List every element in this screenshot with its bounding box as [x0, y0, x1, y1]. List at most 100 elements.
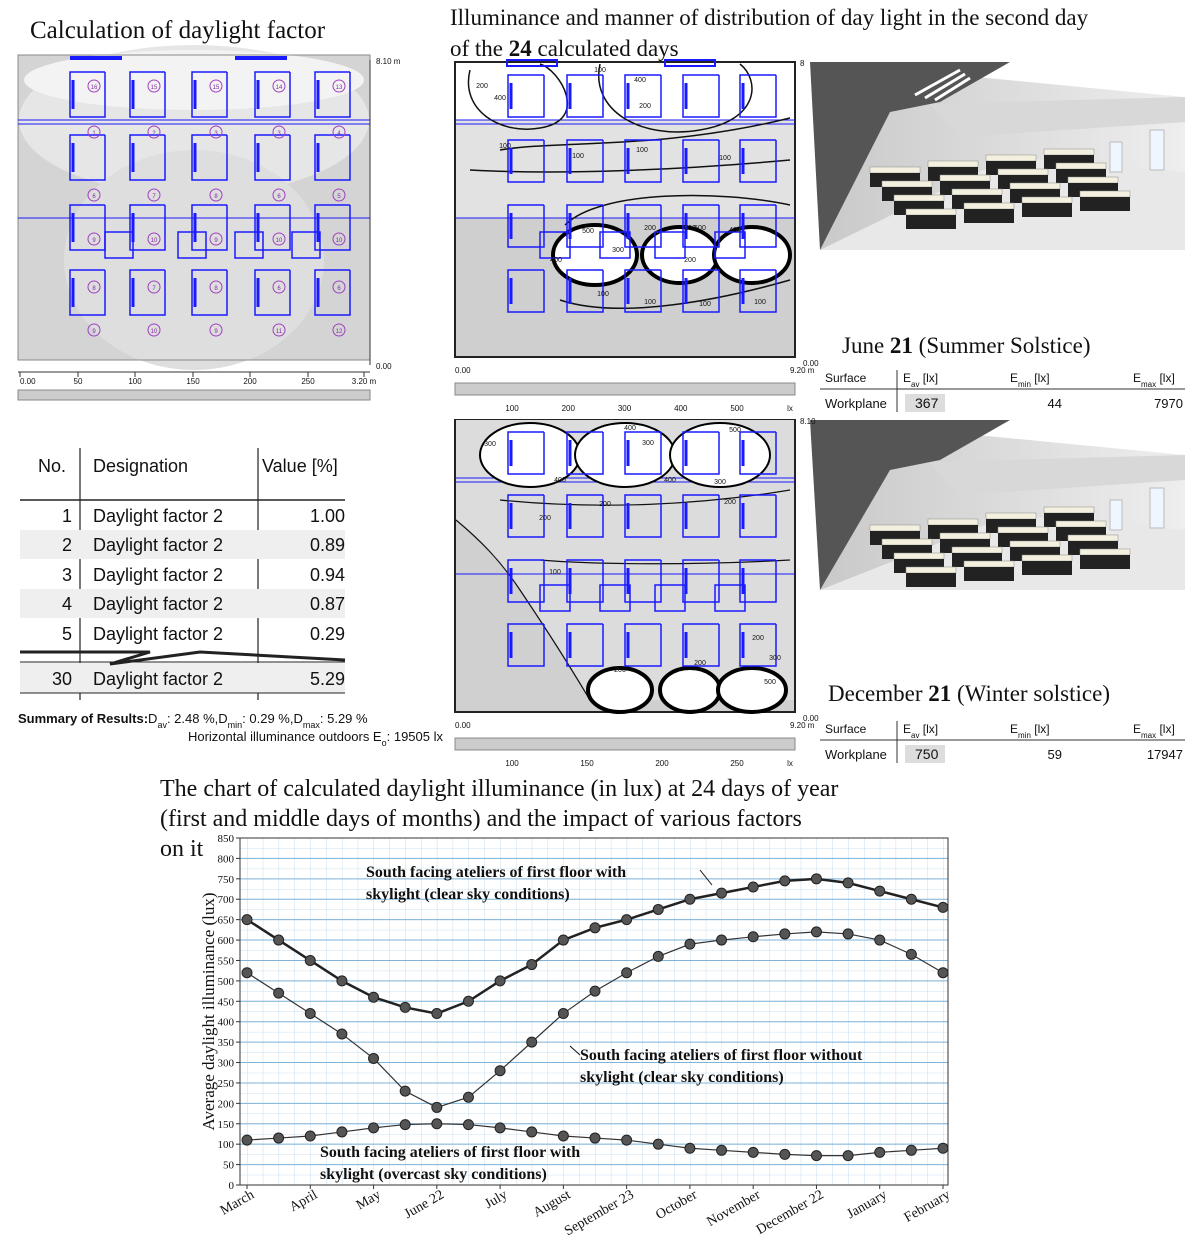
contour-label: 300 — [642, 440, 654, 447]
contour-label: 400 — [664, 477, 676, 484]
render-desk — [1056, 163, 1106, 169]
x-tick-label: September 23 — [562, 1187, 637, 1239]
data-point — [305, 1009, 315, 1019]
data-point — [337, 1029, 347, 1039]
header-symbol: E — [1133, 722, 1141, 736]
contour-label: 500 — [582, 228, 594, 235]
plan-x-label: 50 — [74, 377, 83, 386]
contour-label: 100 — [636, 147, 648, 154]
render-desk-side — [964, 209, 1014, 223]
data-point — [463, 996, 473, 1006]
title-part: (Winter solstice) — [951, 681, 1110, 706]
data-point — [400, 1120, 410, 1130]
summary-sub: av — [157, 720, 167, 730]
data-point — [906, 1145, 916, 1155]
table-header: Value [%] — [262, 456, 338, 476]
scale-label: 300 — [618, 404, 632, 413]
data-point — [906, 949, 916, 959]
data-point — [305, 955, 315, 965]
data-point — [274, 1133, 284, 1143]
scale-label: 100 — [505, 759, 519, 768]
header-sub: min — [1018, 731, 1031, 740]
contour-label: 400 — [550, 257, 562, 264]
render-desk-side — [964, 567, 1014, 581]
row-number: 4 — [62, 594, 72, 614]
data-point — [432, 1102, 442, 1112]
contour-label: 400 — [624, 425, 636, 432]
data-point — [369, 1123, 379, 1133]
data-point — [432, 1119, 442, 1129]
row-value: 5.29 — [310, 669, 345, 689]
table-header: Emin [lx] — [1010, 371, 1050, 389]
header-symbol: E — [1010, 371, 1018, 385]
data-point — [337, 976, 347, 986]
outdoor-value: : 19505 lx — [387, 729, 444, 744]
row-designation: Daylight factor 2 — [93, 535, 223, 555]
contour-label: 500 — [764, 679, 776, 686]
x-tick-label: October — [653, 1187, 700, 1223]
y-tick-label: 250 — [218, 1078, 235, 1090]
title-part: 24 — [509, 36, 533, 61]
render-window — [1150, 130, 1164, 170]
contour-label: 400 — [729, 227, 741, 234]
render-desk — [964, 561, 1014, 567]
plan-x-label: 250 — [301, 377, 315, 386]
render-desk — [894, 553, 944, 559]
data-point — [495, 1123, 505, 1133]
table-cell: 367 — [915, 395, 939, 411]
render-desk — [1044, 507, 1094, 513]
contour-label: 200 — [724, 499, 736, 506]
header-sub: max — [1141, 731, 1156, 740]
contour-label: 200 — [476, 83, 488, 90]
title-part: June — [842, 333, 890, 358]
contour-label: 300 — [769, 655, 781, 662]
header-text: Surface — [825, 371, 867, 385]
render-desk — [1068, 177, 1118, 183]
render-desk-side — [1080, 555, 1130, 569]
data-point — [748, 882, 758, 892]
contour-label: 100 — [594, 67, 606, 74]
table-header: Surface — [825, 371, 867, 385]
table-cell: 59 — [1048, 747, 1062, 762]
contour-label: 300 — [484, 441, 496, 448]
render-desk — [998, 527, 1048, 533]
data-point — [337, 1127, 347, 1137]
y-tick-label: 300 — [218, 1058, 235, 1070]
data-point — [527, 960, 537, 970]
data-point — [242, 915, 252, 925]
plan-x-label: 200 — [243, 377, 257, 386]
x-tick-label: February — [902, 1187, 953, 1225]
data-point — [527, 1037, 537, 1047]
row-number: 2 — [62, 535, 72, 555]
contour-label: 200 — [614, 667, 626, 674]
contour-label: 400 — [554, 477, 566, 484]
row-value: 0.87 — [310, 594, 345, 614]
table-header: No. — [38, 456, 66, 476]
header-symbol: E — [903, 722, 911, 736]
data-point — [748, 932, 758, 942]
data-point — [590, 986, 600, 996]
y-tick-label: 700 — [218, 894, 235, 906]
data-point — [717, 1145, 727, 1155]
y-tick-label: 100 — [218, 1139, 235, 1151]
annotation: South facing ateliers of first floor wit… — [320, 1144, 580, 1161]
data-point — [780, 929, 790, 939]
render-desk — [882, 181, 932, 187]
render-desk-side — [1080, 197, 1130, 211]
plan-label: 0.00 — [803, 714, 819, 723]
x-tick-label: May — [354, 1187, 384, 1213]
data-point — [748, 1147, 758, 1157]
summary-value: : 0.29 %, — [242, 711, 293, 726]
render-window — [1110, 500, 1122, 530]
render-window — [1110, 142, 1122, 172]
header-sub: max — [1141, 380, 1156, 389]
data-point — [590, 1133, 600, 1143]
x-tick-label: August — [531, 1187, 574, 1220]
title-part: 21 — [890, 333, 913, 358]
render-desk — [1010, 183, 1060, 189]
data-point — [558, 1009, 568, 1019]
plan-label: 0.00 — [376, 362, 392, 371]
summary-symbol: D — [148, 711, 157, 726]
summary-value: : 2.48 %, — [167, 711, 218, 726]
chart-title: The chart of calculated daylight illumin… — [160, 776, 838, 802]
